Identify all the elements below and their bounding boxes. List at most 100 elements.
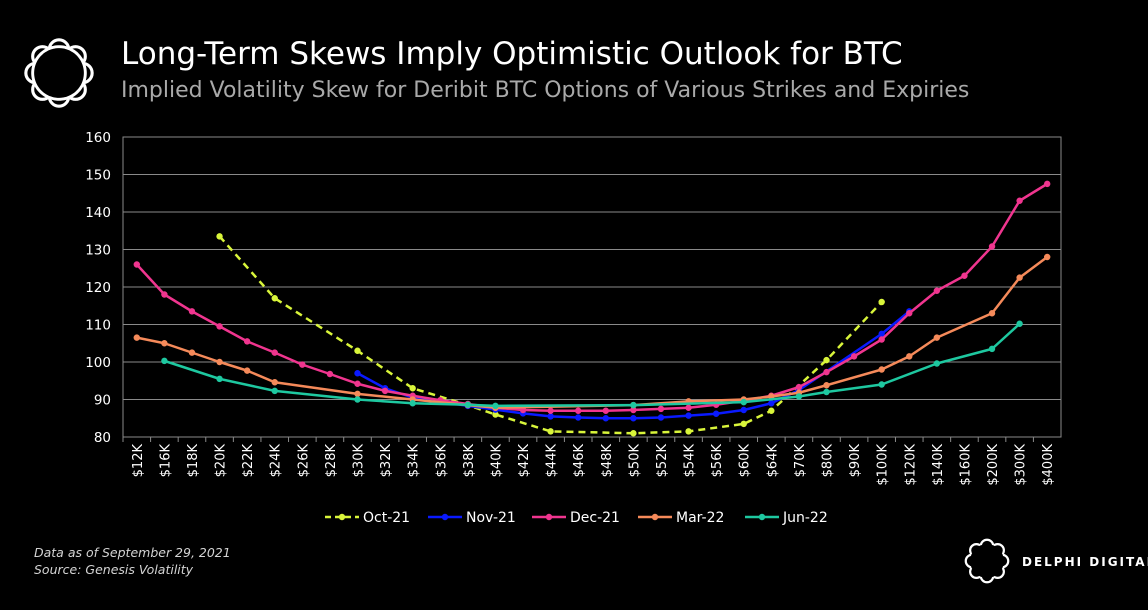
data-point — [271, 387, 278, 395]
series-jun-22 — [161, 320, 1023, 410]
data-point — [133, 334, 140, 341]
data-point — [961, 272, 968, 279]
legend-marker — [338, 513, 346, 521]
x-tick-label: $300K — [1014, 444, 1029, 486]
legend-label: Jun-22 — [782, 510, 828, 526]
series-line — [218, 235, 883, 435]
data-point — [630, 406, 637, 414]
x-tick-label: $28K — [324, 444, 339, 478]
x-tick-label: $140K — [931, 444, 946, 486]
legend-item-jun-22: Jun-22 — [745, 510, 828, 526]
legend-label: Oct-21 — [363, 510, 410, 526]
data-point — [878, 366, 885, 373]
page-title: Long-Term Skews Imply Optimistic Outlook… — [121, 36, 903, 72]
y-tick-label: 160 — [85, 130, 111, 146]
legend-item-dec-21: Dec-21 — [532, 510, 620, 526]
data-point — [740, 406, 747, 414]
page-subtitle: Implied Volatility Skew for Deribit BTC … — [121, 78, 970, 103]
x-tick-label: $54K — [683, 444, 698, 478]
data-point — [823, 382, 830, 389]
data-point — [740, 420, 747, 428]
y-tick-label: 150 — [85, 168, 111, 184]
data-point — [823, 368, 830, 376]
data-point — [795, 393, 803, 400]
x-tick-label: $200K — [986, 444, 1001, 486]
x-tick-label: $100K — [876, 444, 891, 486]
delphi-brand-logo-icon — [964, 538, 1010, 584]
x-tick-label: $80K — [821, 444, 836, 478]
data-point — [823, 356, 830, 364]
data-point — [685, 412, 692, 419]
data-point — [409, 400, 416, 407]
data-point — [354, 347, 361, 354]
x-tick-label: $42K — [517, 444, 532, 478]
data-point — [271, 295, 278, 302]
x-tick-label: $44K — [545, 444, 560, 478]
data-point — [1016, 274, 1023, 281]
data-point — [492, 411, 499, 418]
x-tick-label: $40K — [489, 444, 504, 478]
data-point — [547, 428, 554, 435]
x-tick-label: $400K — [1041, 444, 1056, 486]
data-point — [657, 405, 665, 413]
data-point — [354, 380, 361, 387]
data-point — [243, 367, 251, 374]
data-point — [988, 243, 996, 250]
y-tick-label: 120 — [85, 280, 111, 296]
data-point — [547, 407, 554, 414]
data-point — [216, 358, 223, 366]
data-point — [216, 375, 223, 383]
data-point — [299, 361, 306, 368]
data-point — [464, 401, 472, 408]
x-tick-label: $160K — [958, 444, 973, 486]
x-tick-label: $50K — [627, 444, 642, 478]
data-point — [602, 415, 609, 422]
x-tick-label: $20K — [214, 444, 229, 478]
x-tick-label: $22K — [241, 444, 256, 478]
data-point — [1044, 180, 1051, 188]
x-tick-label: $60K — [738, 444, 753, 478]
data-point — [906, 353, 913, 360]
x-tick-label: $64K — [765, 444, 780, 478]
delphi-logo-icon — [24, 38, 94, 108]
data-point — [685, 404, 692, 411]
data-point — [657, 414, 665, 421]
x-tick-label: $26K — [296, 444, 311, 478]
x-tick-label: $46K — [572, 444, 587, 478]
data-point — [712, 410, 720, 417]
x-tick-label: $12K — [131, 444, 146, 478]
data-point — [354, 390, 361, 398]
x-tick-label: $70K — [793, 444, 808, 478]
data-point — [133, 261, 140, 268]
data-point — [1044, 253, 1051, 261]
data-point — [906, 310, 913, 317]
data-point — [988, 310, 996, 317]
legend-label: Mar-22 — [676, 510, 724, 526]
x-tick-label: $32K — [379, 444, 394, 478]
data-point — [1016, 197, 1023, 204]
data-point — [354, 396, 361, 403]
legend-marker — [545, 513, 553, 521]
data-point — [161, 340, 168, 347]
data-point — [575, 414, 582, 421]
x-tick-label: $52K — [655, 444, 670, 478]
data-point — [850, 353, 858, 360]
legend-marker — [758, 513, 766, 521]
data-point — [547, 413, 554, 420]
brand-name: DELPHI DIGITAL — [1022, 555, 1148, 569]
data-point — [740, 398, 747, 406]
series-mar-22 — [133, 253, 1051, 411]
x-tick-label: $38K — [462, 444, 477, 478]
data-point — [988, 345, 996, 353]
data-point — [354, 370, 361, 377]
data-point — [492, 402, 499, 410]
data-point — [630, 415, 637, 422]
y-tick-label: 90 — [94, 393, 111, 409]
data-point — [188, 349, 196, 356]
y-tick-label: 100 — [85, 355, 111, 371]
data-point — [685, 428, 692, 435]
x-tick-label: $56K — [710, 444, 725, 478]
data-point — [243, 338, 251, 345]
series-oct-21 — [216, 233, 885, 437]
